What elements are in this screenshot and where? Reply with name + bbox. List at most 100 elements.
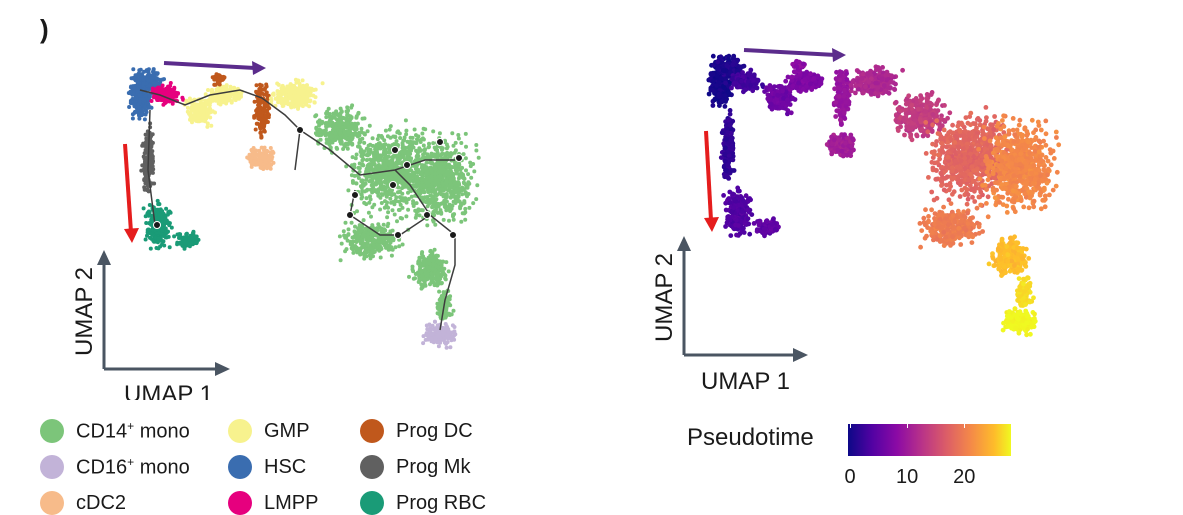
cell-point: [444, 199, 449, 204]
cell-point: [355, 121, 360, 126]
cell-point: [362, 233, 367, 238]
cell-point: [385, 215, 390, 220]
cell-point: [421, 341, 426, 346]
cell-point: [181, 97, 186, 102]
cell-point: [268, 146, 273, 150]
cell-point: [450, 194, 455, 199]
cell-point: [431, 219, 436, 224]
cell-point: [458, 203, 463, 208]
cell-point: [128, 89, 133, 94]
cell-point: [440, 146, 445, 151]
cell-point: [300, 78, 305, 83]
panel-label: ): [40, 14, 49, 44]
cell-point: [155, 198, 160, 203]
trajectory-node: [436, 138, 444, 146]
cell-point: [441, 295, 446, 299]
cell-point: [439, 281, 444, 285]
cell-point: [142, 177, 147, 182]
cell-point: [204, 103, 208, 107]
cell-point: [137, 93, 142, 98]
cell-point: [288, 104, 293, 108]
cell-point: [343, 122, 348, 127]
cell-point: [449, 334, 454, 339]
cell-point: [354, 181, 359, 186]
cell-point: [453, 190, 458, 195]
cell-point: [386, 246, 391, 251]
cell-point: [394, 139, 399, 144]
cell-point: [425, 187, 430, 192]
cell-point: [206, 88, 210, 92]
cell-point: [423, 283, 428, 288]
cell-point: [463, 131, 468, 136]
cell-point: [425, 195, 430, 199]
cell-point: [425, 272, 430, 277]
cell-point: [379, 201, 384, 205]
cell-point: [293, 94, 298, 99]
cell-point: [262, 101, 267, 106]
cell-point: [150, 170, 155, 175]
cell-point: [410, 264, 415, 269]
cell-point: [149, 222, 154, 227]
cell-point: [137, 116, 142, 121]
cell-point: [296, 98, 300, 103]
cell-point: [256, 103, 261, 108]
cell-point: [264, 84, 269, 89]
cell-point: [391, 236, 396, 241]
cell-point: [434, 193, 439, 198]
cell-point: [415, 137, 419, 142]
cell-point: [464, 168, 468, 173]
cell-point: [164, 206, 169, 211]
cell-point: [432, 258, 436, 263]
cell-point: [357, 230, 362, 235]
cell-point: [409, 194, 414, 199]
pseudotime-point: [737, 64, 742, 70]
trajectory-node: [449, 231, 457, 239]
cell-point: [318, 137, 323, 142]
cell-point: [450, 171, 455, 176]
cell-point: [142, 117, 147, 122]
cell-point: [367, 123, 372, 128]
cell-point: [313, 95, 318, 100]
cell-point: [210, 109, 215, 114]
cell-point: [392, 212, 397, 217]
cell-point: [141, 97, 146, 102]
cell-point: [130, 101, 135, 106]
cell-point: [370, 181, 375, 186]
cell-point: [408, 176, 413, 181]
trajectory-node: [351, 191, 359, 199]
cell-point: [201, 109, 206, 114]
cell-point: [400, 205, 405, 210]
cell-point: [457, 163, 462, 167]
cell-point: [144, 221, 149, 225]
cell-point: [418, 148, 423, 153]
cell-point: [444, 195, 449, 199]
cell-point: [334, 145, 339, 150]
cell-point: [185, 109, 190, 114]
cell-point: [155, 81, 160, 86]
cell-point: [360, 136, 365, 141]
cell-point: [463, 217, 468, 222]
cell-point: [343, 235, 348, 240]
cell-point: [356, 144, 360, 149]
cell-point: [408, 135, 413, 140]
cell-point: [407, 186, 412, 191]
cell-point: [341, 147, 346, 151]
cell-point: [387, 150, 391, 155]
cell-point: [360, 158, 365, 163]
cell-point: [388, 165, 393, 169]
cell-point: [460, 192, 465, 197]
cell-point: [329, 116, 334, 121]
cell-point: [355, 209, 359, 214]
cell-point: [142, 165, 147, 170]
cell-point: [200, 115, 205, 120]
pseudotime-point: [710, 53, 716, 59]
cell-point: [203, 92, 208, 97]
cell-point: [419, 177, 424, 182]
cell-point: [364, 177, 369, 182]
cell-point: [364, 196, 369, 201]
umap-pseudotime-plot: UMAP 1 UMAP 2: [651, 48, 1062, 395]
cell-point: [378, 178, 383, 183]
cell-point: [447, 297, 452, 302]
pseudotime-point-cloud: [706, 53, 1062, 338]
cell-point: [388, 196, 393, 201]
